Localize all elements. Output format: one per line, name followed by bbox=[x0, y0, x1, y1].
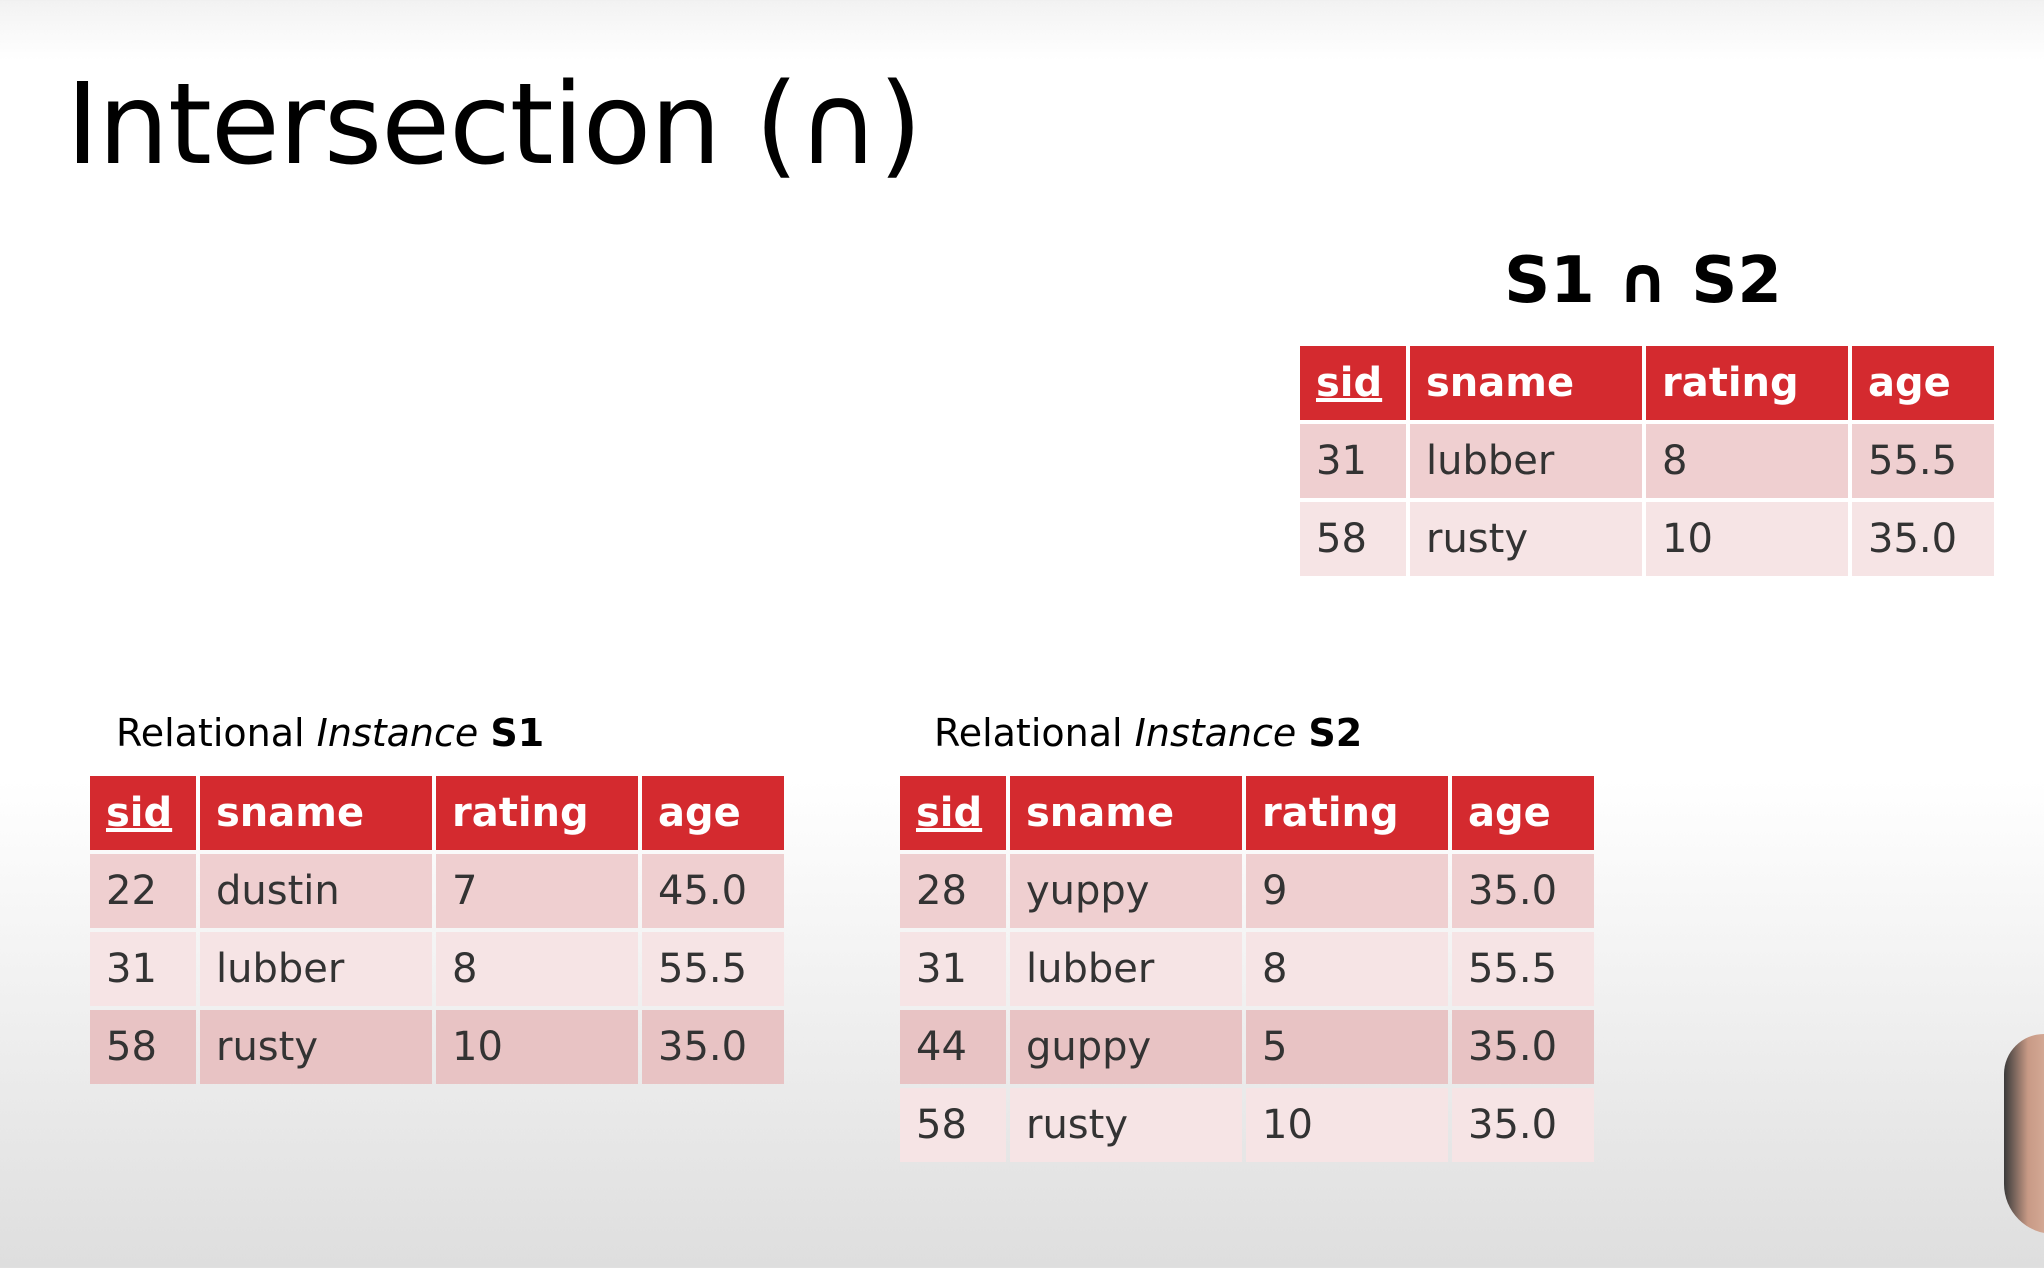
cell-age: 35.0 bbox=[1452, 854, 1594, 928]
cell-sname: guppy bbox=[1010, 1010, 1242, 1084]
cell-sname: lubber bbox=[1410, 424, 1642, 498]
column-header-sid: sid bbox=[90, 776, 196, 850]
cell-sid: 58 bbox=[900, 1088, 1006, 1162]
table-row: 22 dustin 7 45.0 bbox=[90, 854, 784, 928]
column-header-age: age bbox=[1852, 346, 1994, 420]
cell-sname: lubber bbox=[200, 932, 432, 1006]
result-table: sid sname rating age 31 lubber 8 55.5 58… bbox=[1296, 342, 1998, 580]
cell-rating: 10 bbox=[1646, 502, 1848, 576]
table-row: 31 lubber 8 55.5 bbox=[90, 932, 784, 1006]
column-header-sname: sname bbox=[1010, 776, 1242, 850]
table-row: 58 rusty 10 35.0 bbox=[1300, 502, 1994, 576]
column-header-age: age bbox=[1452, 776, 1594, 850]
table-row: 44 guppy 5 35.0 bbox=[900, 1010, 1594, 1084]
s2-caption-name: S2 bbox=[1308, 711, 1363, 755]
cell-age: 35.0 bbox=[1852, 502, 1994, 576]
cell-rating: 5 bbox=[1246, 1010, 1448, 1084]
cell-rating: 8 bbox=[1246, 932, 1448, 1006]
cell-sname: lubber bbox=[1010, 932, 1242, 1006]
slide-title: Intersection (∩) bbox=[66, 60, 922, 190]
s1-caption-italic: Instance bbox=[316, 711, 479, 755]
cell-rating: 10 bbox=[1246, 1088, 1448, 1162]
s1-caption-prefix: Relational bbox=[116, 711, 305, 755]
cell-age: 55.5 bbox=[1452, 932, 1594, 1006]
column-header-age: age bbox=[642, 776, 784, 850]
cell-rating: 10 bbox=[436, 1010, 638, 1084]
table-row: 28 yuppy 9 35.0 bbox=[900, 854, 1594, 928]
table-row: 31 lubber 8 55.5 bbox=[900, 932, 1594, 1006]
cell-age: 55.5 bbox=[642, 932, 784, 1006]
cell-sid: 31 bbox=[90, 932, 196, 1006]
s1-table: sid sname rating age 22 dustin 7 45.0 31… bbox=[86, 772, 788, 1088]
cell-sid: 22 bbox=[90, 854, 196, 928]
column-header-rating: rating bbox=[1646, 346, 1848, 420]
s1-caption-name: S1 bbox=[490, 711, 545, 755]
s2-caption-italic: Instance bbox=[1134, 711, 1297, 755]
table-row: 58 rusty 10 35.0 bbox=[90, 1010, 784, 1084]
cell-sid: 31 bbox=[1300, 424, 1406, 498]
result-heading: S1 ∩ S2 bbox=[1504, 244, 1782, 318]
cell-rating: 9 bbox=[1246, 854, 1448, 928]
header-row: sid sname rating age bbox=[900, 776, 1594, 850]
cell-sid: 44 bbox=[900, 1010, 1006, 1084]
header-row: sid sname rating age bbox=[90, 776, 784, 850]
cell-age: 35.0 bbox=[1452, 1088, 1594, 1162]
s1-caption: Relational Instance S1 bbox=[116, 708, 544, 758]
cell-sname: dustin bbox=[200, 854, 432, 928]
cell-age: 55.5 bbox=[1852, 424, 1994, 498]
s2-caption-prefix: Relational bbox=[934, 711, 1123, 755]
column-header-sid: sid bbox=[1300, 346, 1406, 420]
column-header-rating: rating bbox=[436, 776, 638, 850]
column-header-rating: rating bbox=[1246, 776, 1448, 850]
s2-caption: Relational Instance S2 bbox=[934, 708, 1362, 758]
column-header-sid: sid bbox=[900, 776, 1006, 850]
cell-rating: 8 bbox=[436, 932, 638, 1006]
cell-rating: 8 bbox=[1646, 424, 1848, 498]
column-header-sname: sname bbox=[200, 776, 432, 850]
cell-rating: 7 bbox=[436, 854, 638, 928]
cell-sid: 31 bbox=[900, 932, 1006, 1006]
cell-sname: rusty bbox=[200, 1010, 432, 1084]
table-row: 58 rusty 10 35.0 bbox=[900, 1088, 1594, 1162]
table-row: 31 lubber 8 55.5 bbox=[1300, 424, 1994, 498]
s2-table: sid sname rating age 28 yuppy 9 35.0 31 … bbox=[896, 772, 1598, 1166]
presenter-video-overlay bbox=[2004, 1034, 2044, 1234]
cell-sname: rusty bbox=[1010, 1088, 1242, 1162]
cell-age: 45.0 bbox=[642, 854, 784, 928]
column-header-sname: sname bbox=[1410, 346, 1642, 420]
cell-sid: 58 bbox=[90, 1010, 196, 1084]
cell-sname: yuppy bbox=[1010, 854, 1242, 928]
cell-sname: rusty bbox=[1410, 502, 1642, 576]
cell-sid: 28 bbox=[900, 854, 1006, 928]
cell-age: 35.0 bbox=[1452, 1010, 1594, 1084]
cell-sid: 58 bbox=[1300, 502, 1406, 576]
header-row: sid sname rating age bbox=[1300, 346, 1994, 420]
cell-age: 35.0 bbox=[642, 1010, 784, 1084]
